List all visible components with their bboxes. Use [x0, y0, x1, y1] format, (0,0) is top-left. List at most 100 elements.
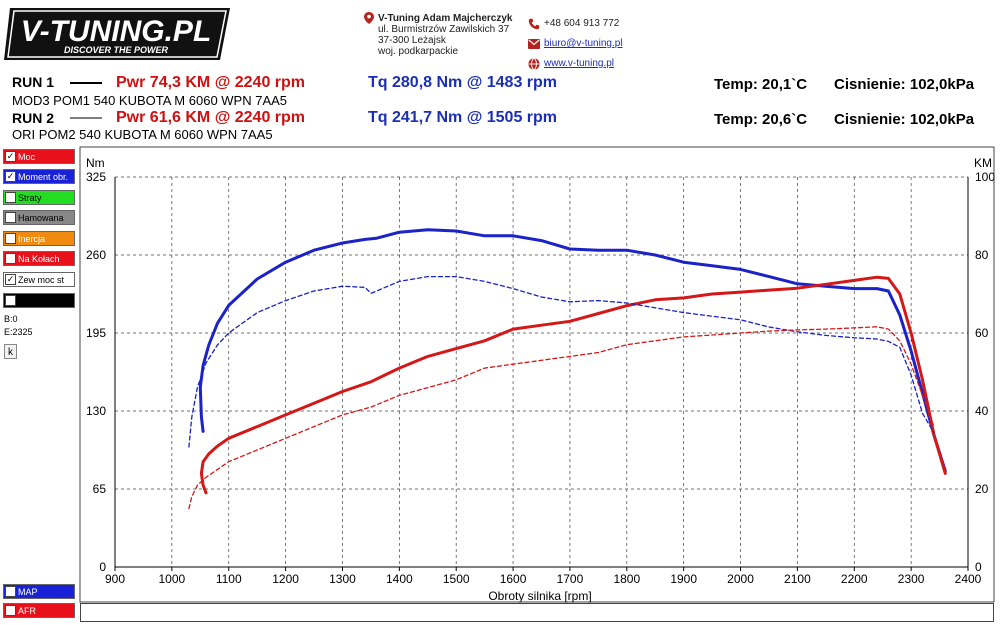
- sidebar-channel-toggle[interactable]: ✓ Moment obr.: [3, 169, 75, 184]
- logo-tagline: DISCOVER THE POWER: [64, 45, 169, 55]
- run2-torque: Tq 241,7 Nm @ 1505 rpm: [368, 109, 558, 126]
- x-tick-label: 2200: [841, 572, 868, 586]
- x-tick-label: 1100: [216, 572, 242, 586]
- x-tick-label: 900: [105, 572, 125, 586]
- x-tick-label: 1000: [159, 572, 186, 586]
- run1-torque: Tq 280,8 Nm @ 1483 rpm: [368, 74, 558, 91]
- sidebar-channel-toggle[interactable]: Straty: [3, 190, 75, 205]
- x-tick-label: 1600: [500, 572, 527, 586]
- sidebar-channel-toggle[interactable]: ✓ Moc: [3, 149, 75, 164]
- channel-label: AFR: [18, 605, 36, 616]
- address-line: ul. Burmistrzów Zawilskich 37: [378, 24, 510, 35]
- sidebar-extra-toggle[interactable]: MAP: [3, 584, 75, 599]
- logo-text: V-TUNING.PL: [21, 15, 212, 48]
- run1-label: RUN 1: [12, 74, 55, 90]
- y-left-axis-label: Nm: [86, 156, 105, 170]
- checkbox[interactable]: [5, 233, 16, 244]
- x-tick-label: 1700: [557, 572, 584, 586]
- y-right-axis-label: KM: [974, 156, 992, 170]
- address-line: woj. podkarpackie: [378, 46, 459, 57]
- status-bar: [80, 603, 994, 622]
- contact-address: V-Tuning Adam Majcherczyk ul. Burmistrzó…: [364, 12, 512, 57]
- email-link[interactable]: biuro@v-tuning.pl: [544, 38, 623, 49]
- sidebar-channel-toggle[interactable]: Na Kołach: [3, 251, 75, 266]
- checkbox[interactable]: [5, 192, 16, 203]
- globe-icon: [528, 58, 540, 70]
- checkbox[interactable]: [5, 212, 16, 223]
- power-curve-run1: [199, 275, 947, 495]
- y-left-tick-label: 0: [99, 560, 106, 574]
- phone-number: +48 604 913 772: [544, 18, 620, 29]
- x-tick-label: 1900: [670, 572, 697, 586]
- sidebar-channel-toggle[interactable]: Inercja: [3, 231, 75, 246]
- x-tick-label: 2300: [898, 572, 925, 586]
- x-tick-label: 2400: [955, 572, 982, 586]
- checkbox[interactable]: ✓: [5, 274, 16, 285]
- sidebar-channel-toggle[interactable]: Hamowana: [3, 210, 75, 225]
- email-icon: [528, 39, 540, 49]
- company-name: V-Tuning Adam Majcherczyk: [378, 12, 513, 24]
- channel-label: Moc: [18, 151, 36, 162]
- channel-label: MAP: [18, 586, 38, 597]
- sidebar-extra-toggle[interactable]: AFR: [3, 603, 75, 618]
- x-tick-label: 1300: [329, 572, 356, 586]
- website-link[interactable]: www.v-tuning.pl: [544, 58, 615, 69]
- x-tick-label: 2100: [784, 572, 811, 586]
- channel-label: Zew moc st: [18, 274, 65, 285]
- checkbox[interactable]: ✓: [5, 151, 16, 162]
- x-tick-label: 1500: [443, 572, 470, 586]
- checkbox[interactable]: [5, 605, 16, 616]
- checkbox[interactable]: [5, 295, 16, 306]
- y-left-tick-label: 325: [86, 170, 106, 184]
- run2-description: ORI POM2 540 KUBOTA M 6060 WPN 7AA5: [12, 127, 273, 142]
- location-pin-icon: [364, 12, 374, 24]
- run2-power: Pwr 61,6 KM @ 2240 rpm: [116, 109, 306, 126]
- x-tick-label: 1400: [386, 572, 413, 586]
- run2-temperature: Temp: 20,6`C: [714, 111, 808, 128]
- channel-label: Moment obr.: [18, 171, 69, 182]
- x-tick-label: 1200: [272, 572, 299, 586]
- e-value: E:2325: [4, 327, 33, 337]
- chart-frame: [79, 146, 995, 603]
- y-right-tick-label: 60: [975, 326, 989, 340]
- run1-description: MOD3 POM1 540 KUBOTA M 6060 WPN 7AA5: [12, 93, 288, 108]
- channel-label: Hamowana: [18, 212, 64, 223]
- checkbox[interactable]: ✓: [5, 171, 16, 182]
- y-right-tick-label: 100: [975, 170, 995, 184]
- contact-links: +48 604 913 772 biuro@v-tuning.pl www.v-…: [528, 14, 623, 74]
- y-right-tick-label: 0: [975, 560, 982, 574]
- run1-power: Pwr 74,3 KM @ 2240 rpm: [116, 74, 306, 91]
- torque-curve-run1: [198, 228, 947, 473]
- y-right-tick-label: 20: [975, 482, 989, 496]
- y-left-tick-label: 65: [93, 482, 107, 496]
- v-tuning-logo: V-TUNING.PL DISCOVER THE POWER: [4, 8, 230, 60]
- y-left-tick-label: 130: [86, 404, 106, 418]
- y-left-tick-label: 260: [86, 248, 106, 262]
- y-right-tick-label: 40: [975, 404, 989, 418]
- address-line: 37-300 Leżajsk: [378, 35, 446, 46]
- k-button[interactable]: k: [4, 344, 17, 359]
- sidebar-channel-toggle[interactable]: [3, 293, 75, 308]
- run2-pressure: Cisnienie: 102,0kPa: [834, 111, 975, 128]
- channel-label: Inercja: [18, 233, 46, 244]
- x-axis-label: Obroty silnika [rpm]: [488, 589, 591, 603]
- run2-line-sample: [70, 117, 102, 119]
- torque-curve-run2: [188, 275, 935, 448]
- b-value: B:0: [4, 314, 18, 324]
- power-curve-run2: [188, 326, 935, 510]
- checkbox[interactable]: [5, 586, 16, 597]
- y-right-tick-label: 80: [975, 248, 989, 262]
- sidebar-channel-toggle[interactable]: ✓ Zew moc st: [3, 272, 75, 287]
- phone-icon: [528, 18, 540, 30]
- run1-pressure: Cisnienie: 102,0kPa: [834, 76, 975, 93]
- channel-label: Straty: [18, 192, 42, 203]
- run2-label: RUN 2: [12, 110, 55, 126]
- channel-label: Na Kołach: [18, 253, 60, 264]
- y-left-tick-label: 195: [86, 326, 106, 340]
- x-tick-label: 1800: [613, 572, 640, 586]
- x-tick-label: 2000: [727, 572, 754, 586]
- run1-temperature: Temp: 20,1`C: [714, 76, 808, 93]
- run1-line-sample: [70, 82, 102, 84]
- checkbox[interactable]: [5, 253, 16, 264]
